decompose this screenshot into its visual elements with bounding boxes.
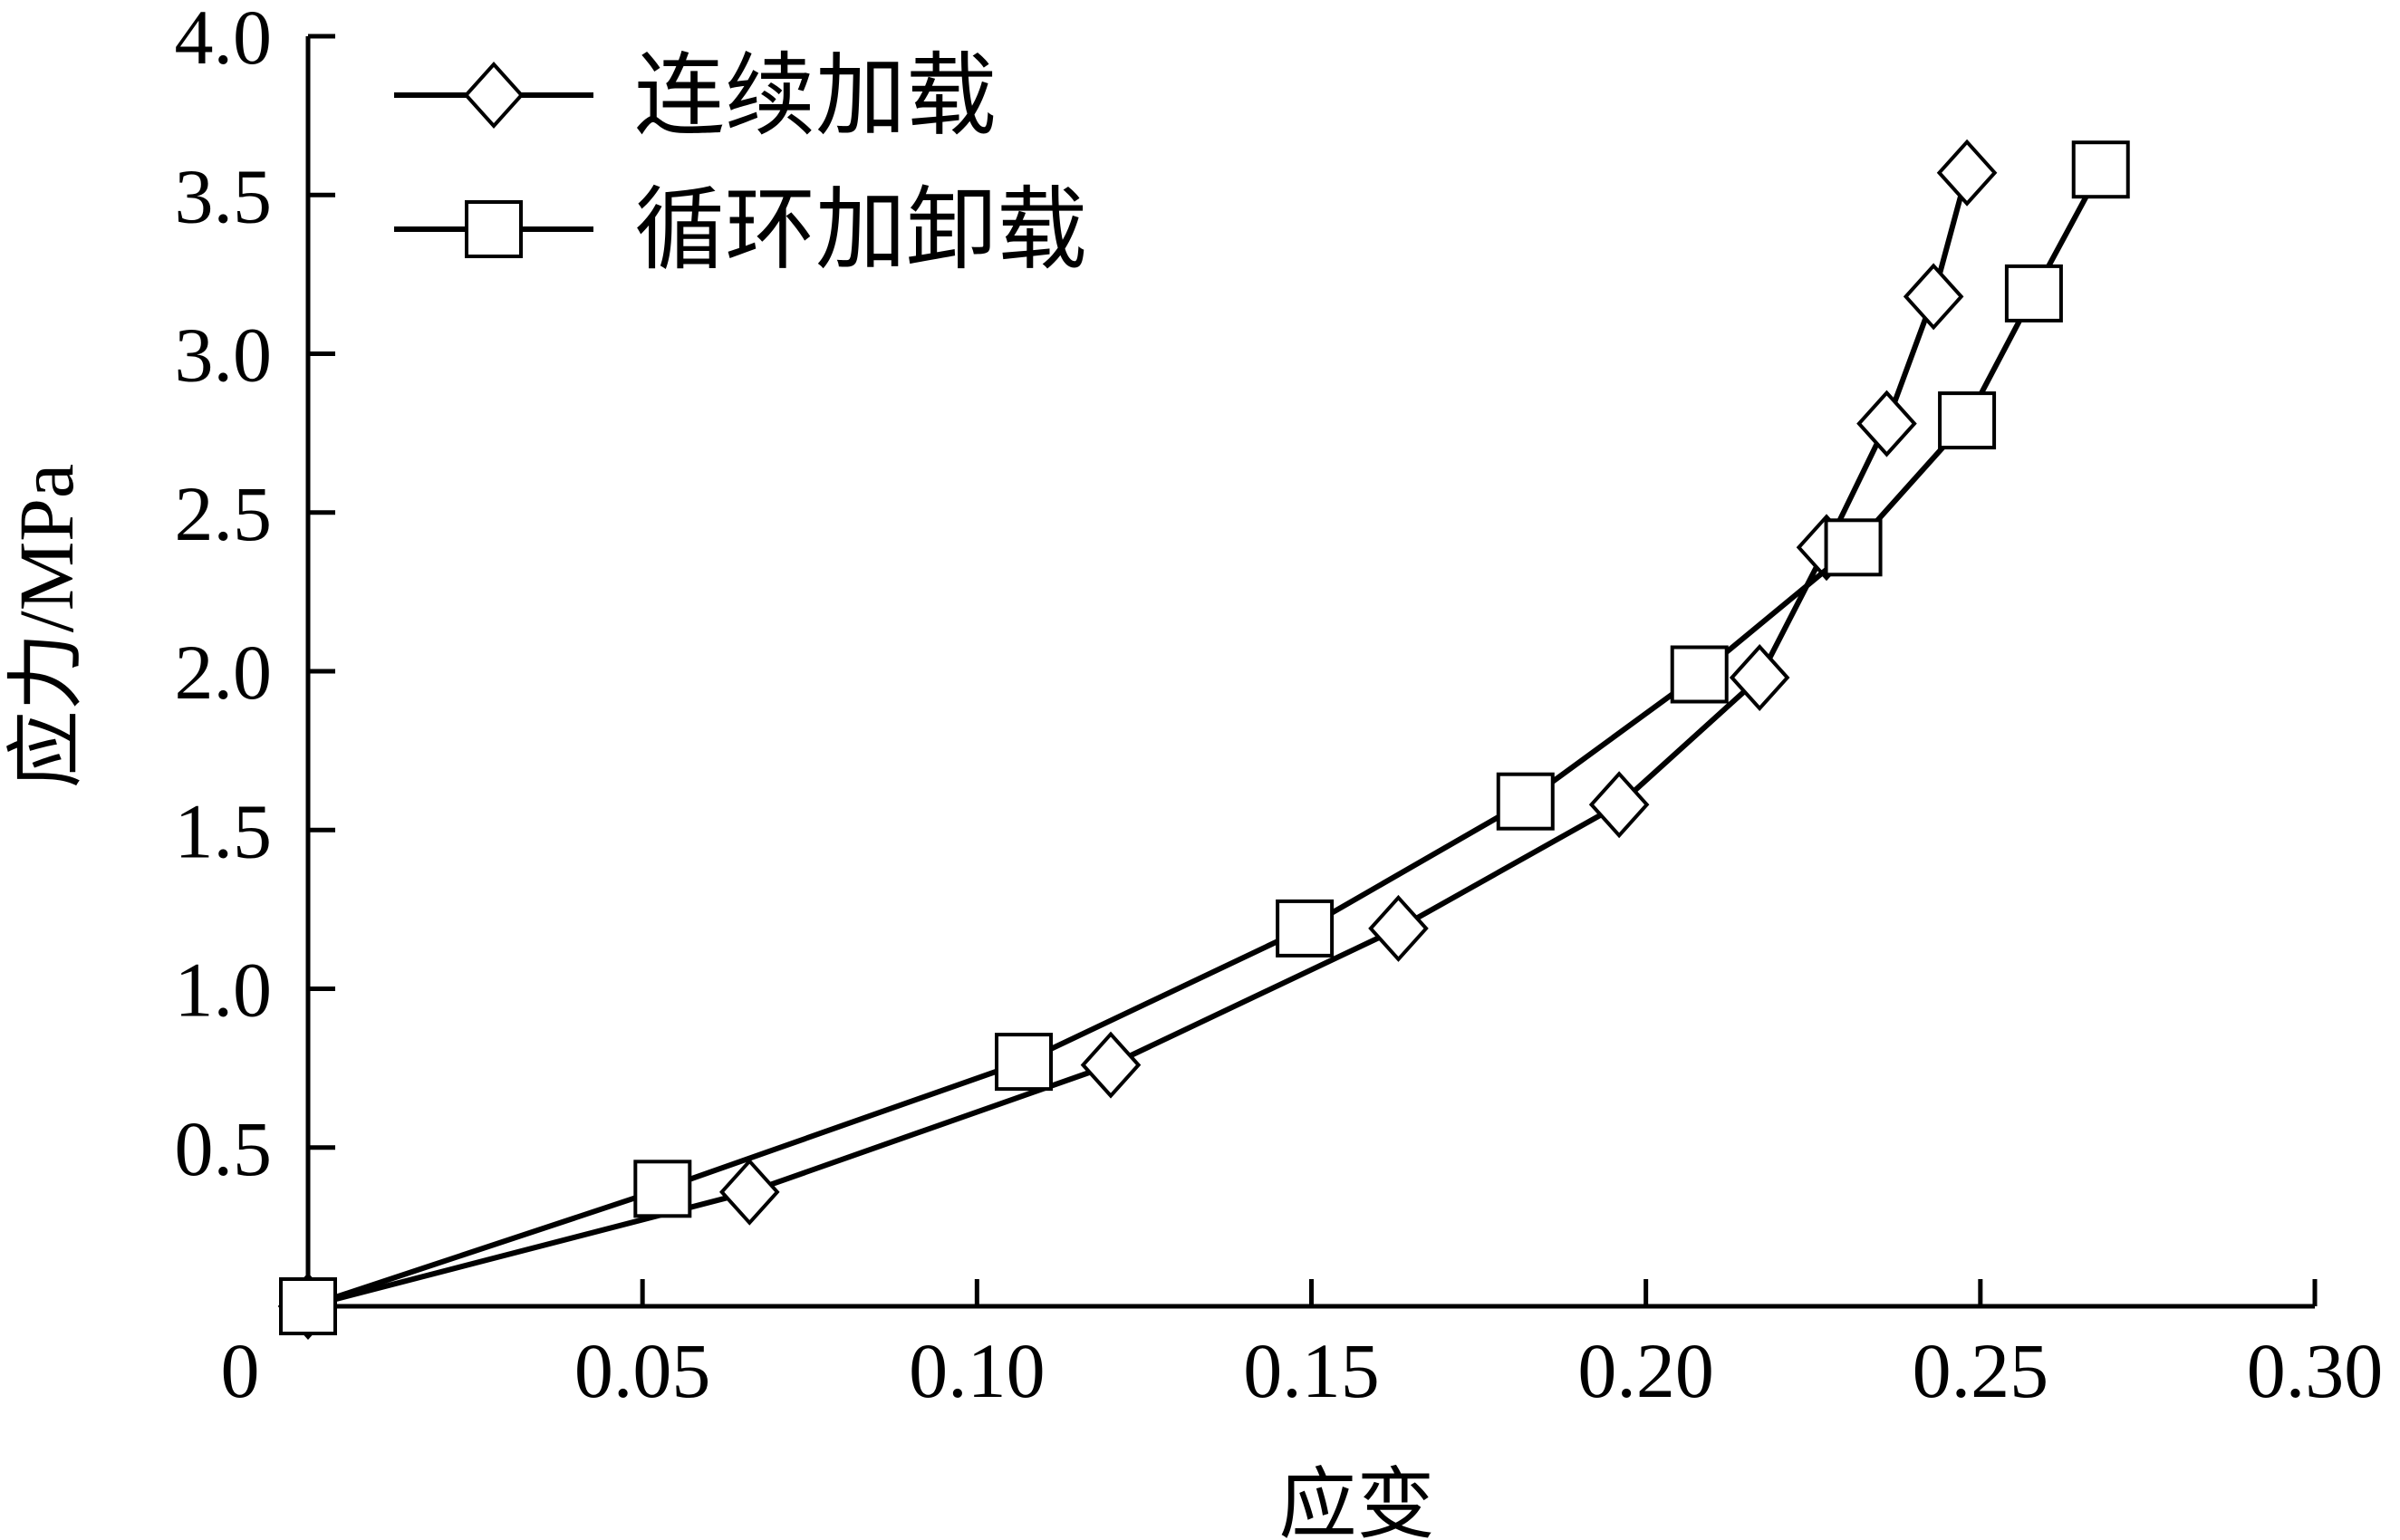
square-marker xyxy=(465,200,523,258)
y-tick-label: 1.5 xyxy=(175,787,273,874)
y-axis-ticks: 0.5 1.0 1.5 2.0 2.5 3.0 3.5 4.0 xyxy=(175,0,335,1192)
x-tick-label: 0.20 xyxy=(1577,1327,1714,1414)
square-marker xyxy=(995,1033,1054,1092)
diamond-marker xyxy=(1588,771,1650,839)
diamond-marker xyxy=(719,1158,780,1226)
y-tick-label: 2.5 xyxy=(175,470,273,557)
y-tick-label: 3.5 xyxy=(175,152,273,239)
diamond-marker xyxy=(1080,1031,1142,1099)
square-marker xyxy=(633,1160,692,1218)
legend-entry-1: 连续加载 xyxy=(394,46,997,147)
square-marker xyxy=(1496,772,1555,831)
legend-label: 连续加载 xyxy=(634,46,997,147)
x-tick-label: 0.25 xyxy=(1913,1327,2049,1414)
series-line xyxy=(307,168,2104,1309)
axes xyxy=(305,36,2315,1309)
y-tick-label: 0.5 xyxy=(175,1105,273,1192)
x-tick-label: 0.30 xyxy=(2247,1327,2384,1414)
diamond-marker xyxy=(1729,644,1790,711)
square-marker xyxy=(1276,899,1335,958)
legend-label: 循环加卸载 xyxy=(634,180,1087,281)
square-marker xyxy=(2004,264,2063,322)
diamond-marker xyxy=(1368,894,1429,962)
x-tick-label: 0 xyxy=(221,1327,260,1414)
x-tick-label: 0.10 xyxy=(909,1327,1046,1414)
square-marker xyxy=(1938,391,1997,450)
square-marker xyxy=(2071,140,2130,199)
series-line xyxy=(307,171,1970,1309)
square-marker xyxy=(279,1277,337,1335)
x-axis-ticks: 0 0.05 0.10 0.15 0.20 0.25 0.30 xyxy=(221,1279,2384,1414)
y-axis-title: 应力/MPa xyxy=(3,464,90,788)
x-tick-label: 0.15 xyxy=(1243,1327,1380,1414)
series-2 xyxy=(279,140,2130,1335)
y-tick-label: 4.0 xyxy=(175,0,273,81)
square-marker xyxy=(1824,518,1883,577)
diamond-marker xyxy=(463,62,525,129)
square-marker xyxy=(1670,645,1729,704)
x-axis-title: 应变 xyxy=(1279,1461,1435,1540)
series-1 xyxy=(277,139,1998,1340)
y-tick-label: 1.0 xyxy=(175,947,273,1034)
diamond-marker xyxy=(1903,263,1964,331)
diamond-marker xyxy=(1936,139,1998,207)
diamond-marker xyxy=(1856,390,1917,457)
x-tick-label: 0.05 xyxy=(574,1327,711,1414)
y-tick-label: 3.0 xyxy=(175,312,273,399)
legend-entry-2: 循环加卸载 xyxy=(394,180,1087,281)
series-layer xyxy=(277,139,2130,1340)
y-tick-label: 2.0 xyxy=(175,629,273,716)
